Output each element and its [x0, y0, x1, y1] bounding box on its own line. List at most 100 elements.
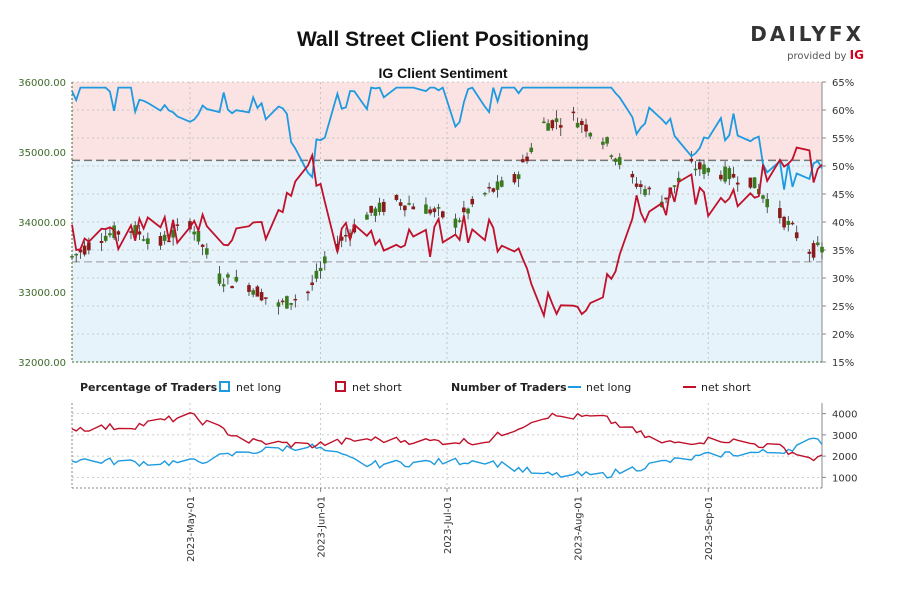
candle-body	[411, 206, 416, 210]
brand-name: DAILYFX	[750, 22, 864, 46]
candle-body	[609, 155, 614, 157]
right-tick-label: 15%	[832, 358, 854, 369]
candle-body	[521, 159, 525, 163]
legend-swatch-pct-long	[219, 381, 230, 392]
candle-body	[811, 243, 816, 258]
candle-body	[175, 224, 180, 226]
right-tick-label: 40%	[832, 218, 854, 229]
net-short-traders-line	[71, 412, 823, 462]
legend-pct-short: net short	[352, 381, 403, 394]
candle-body	[790, 222, 795, 225]
candle-body	[348, 233, 352, 238]
candle-body	[285, 296, 289, 309]
candle-body	[74, 253, 79, 256]
net-short-percentage-line	[71, 146, 823, 319]
left-tick-label: 36000.00	[18, 78, 66, 89]
candle-body	[580, 120, 584, 125]
x-tick-label: 2023-Jul-01	[443, 496, 454, 554]
price-candles	[70, 106, 824, 315]
candle-body	[639, 184, 643, 188]
net-long-percentage-line	[71, 86, 823, 190]
chart-title: Wall Street Client Positioning	[297, 28, 589, 51]
x-tick-label: 2023-Sep-01	[704, 496, 715, 560]
candle-body	[394, 194, 399, 200]
candle-body	[462, 207, 466, 213]
candle-body	[310, 282, 314, 286]
candle-body	[158, 235, 163, 246]
candle-body	[731, 173, 736, 178]
candle-body	[314, 270, 319, 279]
candle-body	[554, 118, 559, 123]
candle-body	[230, 286, 234, 289]
candle-body	[617, 157, 622, 165]
candle-body	[432, 208, 437, 213]
candle-body	[571, 111, 576, 114]
candle-body	[352, 224, 357, 233]
candle-body	[365, 214, 369, 220]
candle-body	[192, 231, 196, 235]
candle-body	[647, 187, 652, 190]
candle-body	[588, 132, 593, 137]
right-tick-label: 45%	[832, 190, 854, 201]
brand-tagline-text: provided by	[787, 51, 847, 62]
candle-body	[820, 246, 824, 253]
chart-subtitle: IG Client Sentiment	[378, 65, 507, 81]
candle-body	[78, 249, 83, 253]
candle-body	[786, 221, 791, 225]
candle-body	[167, 240, 171, 243]
candle-body	[200, 244, 205, 247]
candle-body	[689, 158, 694, 162]
candle-body	[428, 209, 432, 214]
candle-body	[87, 242, 91, 251]
candle-body	[601, 141, 605, 145]
candle-body	[483, 192, 487, 195]
candle-body	[529, 147, 534, 152]
candle-body	[794, 232, 799, 239]
candle-body	[584, 124, 588, 132]
candle-body	[499, 180, 504, 187]
candle-body	[765, 199, 770, 208]
candle-body	[550, 120, 555, 129]
candle-body	[251, 290, 255, 295]
candle-body	[293, 298, 298, 301]
candle-body	[491, 188, 496, 192]
candle-body	[133, 225, 138, 236]
candle-body	[516, 174, 521, 179]
right-tick-label: 30%	[832, 274, 854, 285]
candle-body	[664, 197, 668, 200]
candle-body	[276, 302, 281, 307]
candle-body	[255, 286, 260, 297]
candle-body	[630, 173, 635, 178]
candle-body	[116, 231, 121, 235]
candle-body	[436, 207, 441, 209]
candle-body	[575, 122, 580, 128]
lower-tick-label: 4000	[832, 410, 857, 421]
candle-body	[318, 267, 323, 272]
right-tick-label: 55%	[832, 134, 854, 145]
candle-body	[82, 245, 87, 255]
lower-zone	[72, 160, 822, 362]
lower-tick-label: 1000	[832, 473, 857, 484]
candle-body	[815, 242, 820, 245]
candle-body	[542, 121, 546, 124]
candle-body	[339, 236, 344, 241]
candle-body	[558, 125, 563, 128]
candle-body	[672, 185, 677, 187]
main-plot: 32000.00 33000.00 34000.00 35000.00 36000.00…	[18, 78, 854, 369]
candle-body	[495, 181, 500, 190]
candle-body	[377, 202, 382, 212]
candle-body	[778, 208, 782, 219]
left-tick-label: 35000.00	[18, 148, 66, 159]
candle-body	[634, 183, 639, 187]
candle-body	[676, 177, 681, 183]
candle-body	[440, 211, 445, 218]
candle-body	[289, 303, 293, 305]
legend-pct-long: net long	[236, 381, 281, 394]
candle-body	[457, 220, 462, 222]
candle-body	[171, 229, 175, 238]
candle-body	[335, 243, 340, 250]
candle-body	[70, 256, 74, 258]
x-tick-label: 2023-May-01	[186, 496, 197, 562]
candle-body	[205, 248, 209, 255]
